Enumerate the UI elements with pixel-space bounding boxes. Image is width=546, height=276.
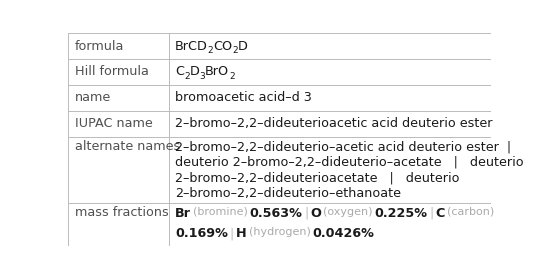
Text: BrO: BrO bbox=[205, 65, 229, 78]
Text: (oxygen): (oxygen) bbox=[323, 207, 372, 217]
Text: |: | bbox=[230, 227, 234, 240]
Text: Br: Br bbox=[175, 207, 191, 220]
Text: |: | bbox=[304, 207, 308, 220]
Text: Hill formula: Hill formula bbox=[75, 65, 149, 78]
Text: 2: 2 bbox=[233, 46, 238, 55]
Text: 0.225%: 0.225% bbox=[374, 207, 428, 220]
Text: deuterio 2–bromo–2,2–dideuterio–acetate   |   deuterio: deuterio 2–bromo–2,2–dideuterio–acetate … bbox=[175, 156, 524, 169]
Text: C: C bbox=[436, 207, 445, 220]
Text: 2–bromo–2,2–dideuterio–acetic acid deuterio ester  |: 2–bromo–2,2–dideuterio–acetic acid deute… bbox=[175, 140, 511, 154]
Text: 2–bromo–2,2–dideuterio–ethanoate: 2–bromo–2,2–dideuterio–ethanoate bbox=[175, 187, 401, 200]
Text: D: D bbox=[238, 39, 248, 53]
Text: 2: 2 bbox=[208, 46, 213, 55]
Text: 0.169%: 0.169% bbox=[175, 227, 228, 240]
Text: BrCD: BrCD bbox=[175, 39, 208, 53]
Text: C: C bbox=[175, 65, 184, 78]
Text: bromoacetic acid–d 3: bromoacetic acid–d 3 bbox=[175, 91, 312, 104]
Text: |: | bbox=[429, 207, 434, 220]
Text: mass fractions: mass fractions bbox=[75, 206, 168, 219]
Text: 2: 2 bbox=[184, 72, 189, 81]
Text: 2–bromo–2,2–dideuterioacetate   |   deuterio: 2–bromo–2,2–dideuterioacetate | deuterio bbox=[175, 171, 459, 184]
Text: IUPAC name: IUPAC name bbox=[75, 117, 152, 130]
Text: alternate names: alternate names bbox=[75, 140, 180, 153]
Text: H: H bbox=[236, 227, 247, 240]
Text: 3: 3 bbox=[199, 72, 205, 81]
Text: (carbon): (carbon) bbox=[447, 207, 494, 217]
Text: 0.563%: 0.563% bbox=[249, 207, 302, 220]
Text: 0.0426%: 0.0426% bbox=[312, 227, 374, 240]
Text: O: O bbox=[311, 207, 322, 220]
Text: (hydrogen): (hydrogen) bbox=[248, 227, 311, 237]
Text: formula: formula bbox=[75, 39, 124, 53]
Text: 2: 2 bbox=[229, 72, 235, 81]
Text: (bromine): (bromine) bbox=[193, 207, 247, 217]
Text: name: name bbox=[75, 91, 111, 104]
Text: 2–bromo–2,2–dideuterioacetic acid deuterio ester: 2–bromo–2,2–dideuterioacetic acid deuter… bbox=[175, 117, 492, 130]
Text: CO: CO bbox=[213, 39, 233, 53]
Text: D: D bbox=[189, 65, 199, 78]
